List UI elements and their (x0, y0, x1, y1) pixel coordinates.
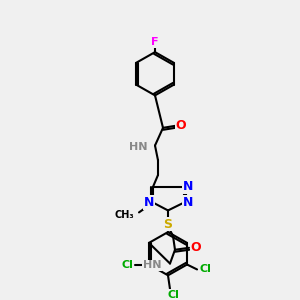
Text: F: F (151, 37, 159, 47)
Text: N: N (183, 180, 193, 193)
Text: S: S (164, 218, 172, 231)
Text: O: O (191, 241, 201, 254)
Text: HN: HN (142, 260, 161, 271)
Text: CH₃: CH₃ (114, 210, 134, 220)
Text: N: N (144, 196, 154, 209)
Text: HN: HN (128, 142, 147, 152)
Text: N: N (183, 196, 193, 209)
Text: Cl: Cl (167, 290, 179, 300)
Text: Cl: Cl (121, 260, 133, 269)
Text: Cl: Cl (199, 264, 211, 274)
Text: O: O (176, 119, 186, 132)
